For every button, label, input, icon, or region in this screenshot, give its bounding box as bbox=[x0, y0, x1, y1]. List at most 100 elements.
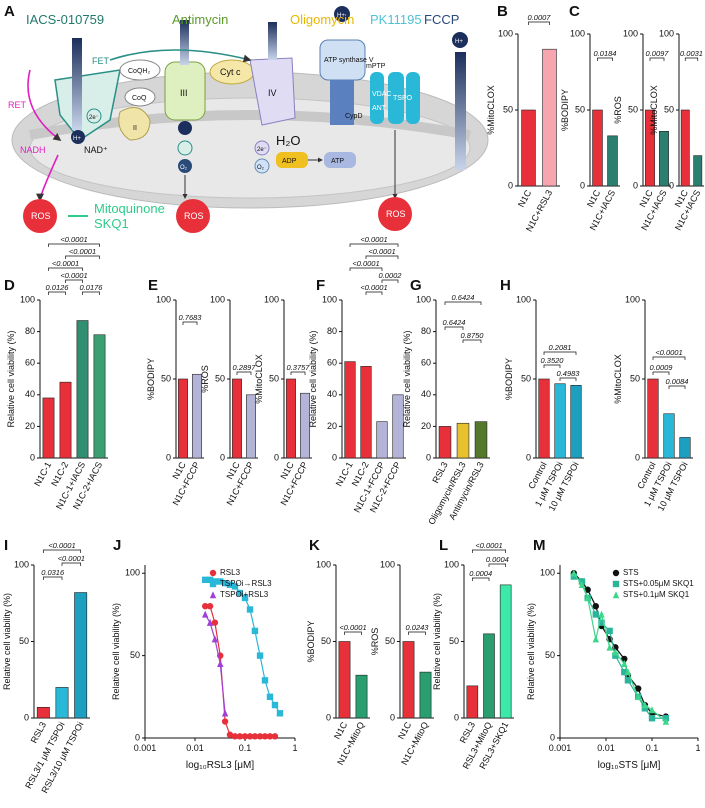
y-tick-label: 50 bbox=[575, 104, 585, 114]
data-point bbox=[251, 733, 259, 740]
y-tick-label: 50 bbox=[545, 650, 555, 660]
y-tick-label: 20 bbox=[421, 421, 431, 431]
y-tick-label: 0 bbox=[633, 180, 638, 190]
label: CypD bbox=[345, 113, 363, 120]
significance-bracket bbox=[559, 377, 577, 381]
y-tick-label: 60 bbox=[421, 358, 431, 368]
p-value: 0.6424 bbox=[443, 318, 466, 327]
electron bbox=[177, 140, 193, 156]
bar bbox=[438, 426, 452, 459]
legend-label: STS bbox=[623, 568, 639, 577]
y-tick-label: 40 bbox=[25, 389, 35, 399]
data-point bbox=[236, 733, 244, 740]
label: SKQ1 bbox=[94, 216, 129, 231]
p-value: 0.0007 bbox=[528, 13, 552, 22]
bar bbox=[647, 378, 659, 459]
data-point bbox=[226, 731, 234, 738]
label: Cyt c bbox=[220, 67, 241, 77]
coq-pool bbox=[119, 59, 161, 81]
y-axis-label: %ROS bbox=[613, 96, 623, 124]
data-point bbox=[606, 643, 613, 651]
data-point bbox=[226, 581, 234, 588]
bar bbox=[679, 437, 691, 459]
y-tick-label: 50 bbox=[449, 636, 459, 646]
significance-bracket bbox=[444, 326, 464, 330]
panel-label: F bbox=[316, 277, 325, 294]
legend-label: RSL3 bbox=[220, 568, 241, 577]
significance-bracket bbox=[48, 291, 66, 295]
legend-label: TSPOi+RSL3 bbox=[220, 590, 269, 599]
y-tick-label: 100 bbox=[416, 294, 431, 304]
y-tick-label: 50 bbox=[630, 373, 640, 383]
bar bbox=[521, 109, 536, 187]
label: ATP bbox=[331, 158, 344, 165]
coq bbox=[124, 87, 156, 107]
significance-bracket bbox=[365, 255, 399, 259]
p-value: <0.0001 bbox=[69, 247, 96, 256]
y-tick-label: 50 bbox=[321, 636, 331, 646]
data-point bbox=[634, 693, 642, 701]
bar bbox=[592, 109, 603, 187]
bar bbox=[554, 383, 566, 459]
bar bbox=[286, 378, 296, 459]
y-tick-label: 0 bbox=[135, 732, 140, 742]
p-value: 0.3757 bbox=[287, 363, 311, 372]
y-tick-label: 0 bbox=[454, 712, 459, 722]
x-tick-label: 0.01 bbox=[597, 743, 615, 753]
y-tick-label: 100 bbox=[125, 568, 140, 578]
significance-bracket bbox=[65, 255, 100, 259]
bar bbox=[246, 394, 256, 459]
data-point bbox=[231, 583, 239, 590]
data-point bbox=[570, 573, 578, 580]
ret-arrow bbox=[36, 154, 59, 202]
significance-bracket bbox=[652, 371, 670, 375]
bar bbox=[74, 592, 88, 719]
y-tick-label: 100 bbox=[625, 294, 640, 304]
x-tick-label: 0.001 bbox=[549, 743, 572, 753]
label: TSPO bbox=[393, 95, 413, 102]
data-point bbox=[261, 677, 269, 684]
label: RET bbox=[8, 100, 27, 110]
significance-bracket bbox=[365, 291, 383, 295]
ret-arrow bbox=[27, 69, 62, 141]
label: ROS bbox=[184, 211, 204, 221]
p-value: 0.0002 bbox=[379, 271, 403, 280]
significance-bracket bbox=[652, 356, 686, 360]
data-point bbox=[202, 610, 209, 618]
electron bbox=[86, 108, 102, 124]
label: 2e⁻ bbox=[89, 115, 99, 121]
label: NADH bbox=[20, 145, 46, 155]
significance-bracket bbox=[528, 21, 550, 25]
data-point bbox=[592, 635, 599, 643]
p-value: 0.0097 bbox=[646, 49, 670, 58]
label: II bbox=[133, 125, 137, 132]
label: ROS bbox=[31, 211, 51, 221]
significance-bracket bbox=[488, 563, 507, 567]
inhibitor-label: FCCP bbox=[424, 12, 459, 27]
p-value: <0.0001 bbox=[60, 235, 87, 244]
proton bbox=[452, 32, 468, 48]
label: CoQ bbox=[132, 95, 147, 102]
y-tick-label: 100 bbox=[322, 294, 337, 304]
data-point bbox=[271, 733, 279, 740]
y-tick-label: 0 bbox=[274, 452, 279, 462]
label: FET bbox=[92, 56, 110, 66]
y-tick-label: 100 bbox=[156, 294, 171, 304]
y-tick-label: 0 bbox=[550, 732, 555, 742]
p-value: <0.0001 bbox=[368, 247, 395, 256]
x-tick-label: 0.001 bbox=[134, 743, 157, 753]
bar bbox=[419, 671, 432, 719]
label: H+ bbox=[455, 39, 463, 45]
data-point bbox=[598, 610, 605, 618]
proton bbox=[71, 130, 85, 144]
y-tick-label: 100 bbox=[516, 294, 531, 304]
data-point bbox=[217, 660, 224, 668]
significance-bracket bbox=[48, 243, 100, 247]
x-tick-label: N1C bbox=[516, 188, 534, 209]
bar bbox=[59, 381, 72, 459]
data-point bbox=[570, 569, 578, 577]
p-value: 0.0126 bbox=[46, 283, 70, 292]
data-point bbox=[621, 655, 628, 663]
y-tick-label: 60 bbox=[327, 358, 337, 368]
